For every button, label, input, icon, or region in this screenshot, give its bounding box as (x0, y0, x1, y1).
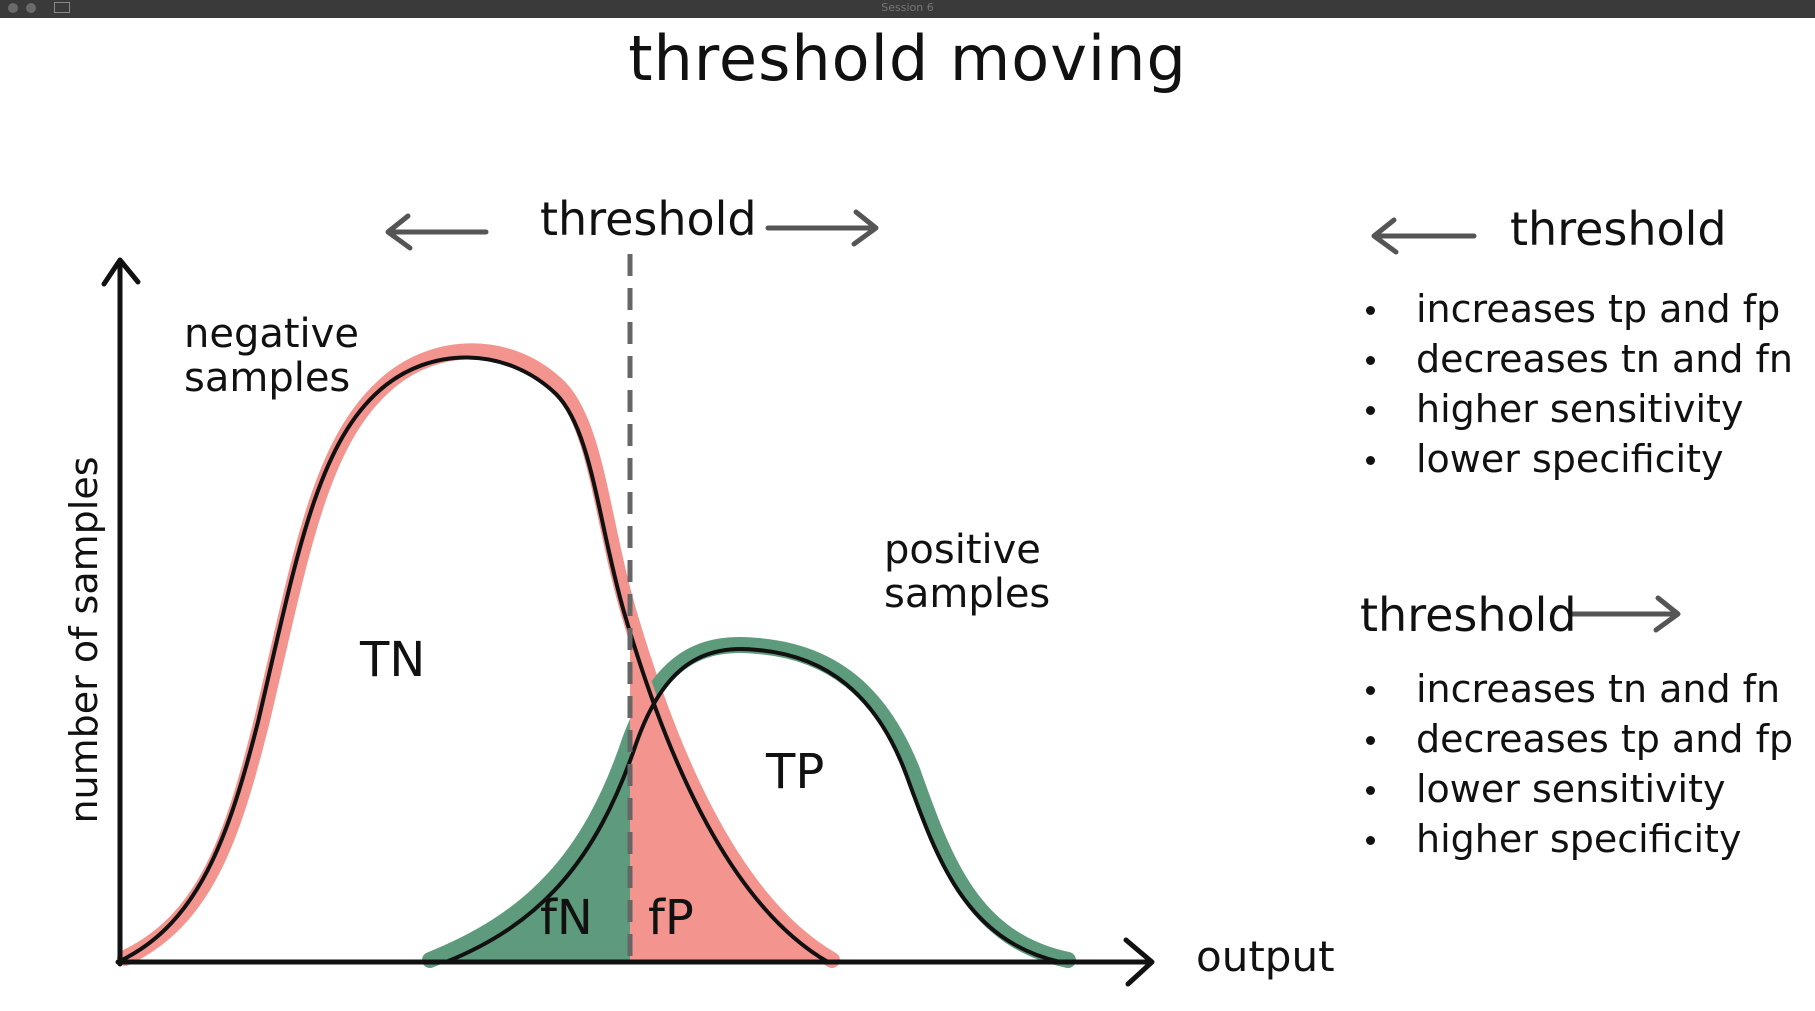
window-close-button[interactable] (8, 3, 18, 13)
list-item: decreases tn and fn (1366, 334, 1793, 384)
threshold-right-arrow (765, 209, 879, 247)
window-title-bar: Session 6 (0, 0, 1815, 18)
fn-region (430, 740, 630, 960)
window-minimize-button[interactable] (26, 3, 36, 13)
window-title: Session 6 (881, 1, 934, 14)
list-item: higher sensitivity (1366, 384, 1793, 434)
tn-label: TN (360, 632, 426, 688)
panel-left-list: increases tp and fp decreases tn and fn … (1366, 284, 1793, 484)
list-item: increases tp and fp (1366, 284, 1793, 334)
panel-right-list: increases tn and fn decreases tp and fp … (1366, 664, 1793, 864)
panel-right-arrow (1569, 595, 1681, 633)
window-icon (54, 2, 70, 13)
page-title: threshold moving (628, 22, 1187, 95)
tp-label: TP (766, 744, 825, 800)
y-axis-arrowhead (101, 257, 141, 287)
positive-samples-label: positive samples (884, 527, 1051, 617)
negative-distribution-curve (120, 355, 830, 964)
panel-left-arrow (1371, 217, 1477, 255)
list-item: lower sensitivity (1366, 764, 1793, 814)
list-item: increases tn and fn (1366, 664, 1793, 714)
threshold-left-arrow (385, 213, 489, 251)
list-item: higher specificity (1366, 814, 1793, 864)
negative-samples-label: negative samples (184, 311, 359, 401)
y-axis-label: number of samples (62, 456, 106, 824)
fp-label: fP (648, 890, 694, 946)
panel-left-heading: threshold (1510, 202, 1727, 256)
fn-label: fN (540, 890, 593, 946)
list-item: lower specificity (1366, 434, 1793, 484)
x-axis-label: output (1196, 932, 1335, 981)
positive-distribution-curve (444, 647, 1062, 964)
fp-region (630, 610, 832, 960)
x-axis-arrowhead (1123, 937, 1155, 987)
threshold-label: threshold (540, 192, 757, 246)
list-item: decreases tp and fp (1366, 714, 1793, 764)
panel-right-heading: threshold (1360, 588, 1577, 642)
